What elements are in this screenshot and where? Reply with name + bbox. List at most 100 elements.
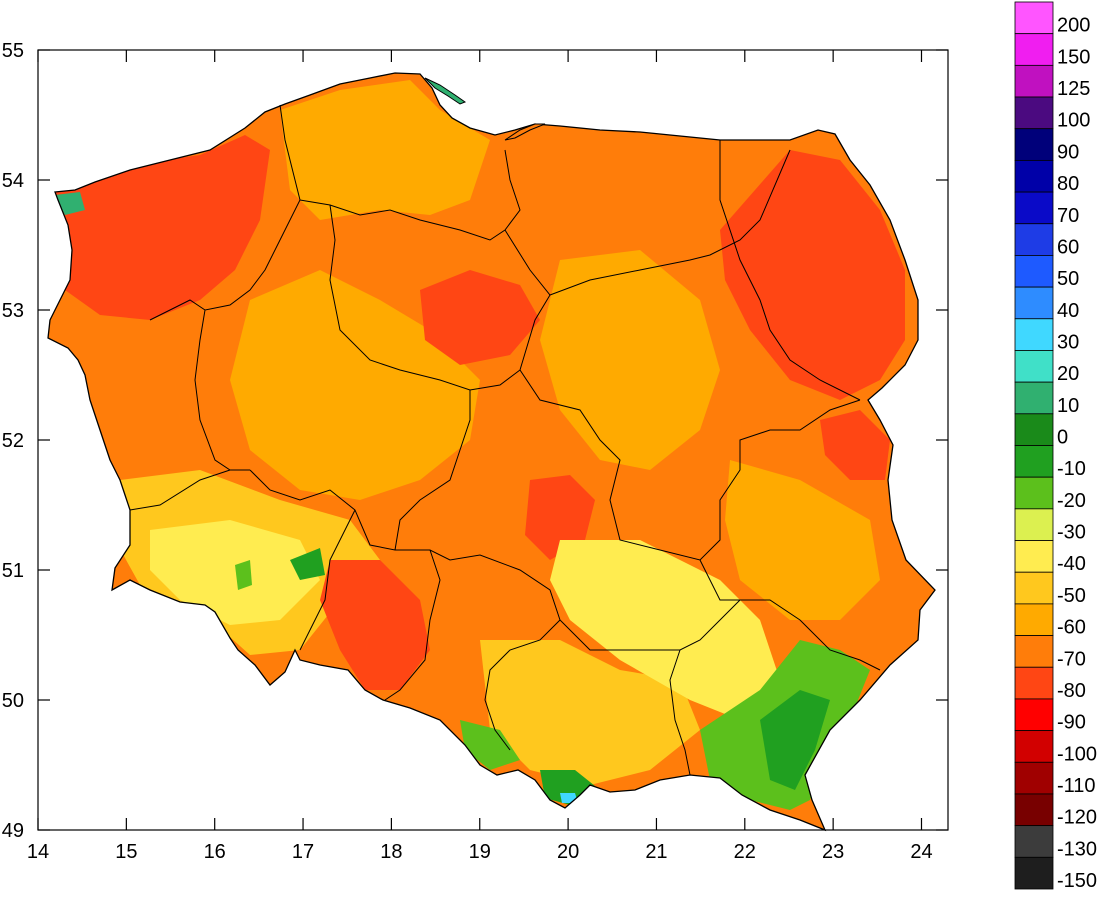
legend-swatch	[1014, 476, 1054, 510]
legend-label: -10	[1057, 458, 1086, 480]
legend-label: -100	[1057, 743, 1097, 765]
field-zone-west-red	[55, 135, 270, 320]
field-zone-southeast-yellow	[550, 540, 780, 720]
field-zone-sudety-green	[235, 560, 252, 590]
y-tick-label: 52	[2, 430, 24, 452]
legend-label: 50	[1057, 268, 1079, 290]
legend-label: -70	[1057, 648, 1086, 670]
vistula-spit	[504, 123, 546, 141]
field-zone-east-orange	[725, 460, 880, 620]
boundary-line	[394, 390, 471, 551]
x-tick-label: 18	[380, 841, 402, 863]
legend-swatch	[1014, 698, 1054, 732]
y-tick-label: 54	[2, 170, 24, 192]
x-tick-label: 21	[645, 841, 667, 863]
legend-swatch	[1014, 255, 1054, 288]
legend-swatch	[1014, 128, 1054, 161]
legend-label: -40	[1057, 553, 1086, 575]
legend-swatch	[1014, 191, 1054, 225]
boundary-line	[719, 140, 861, 401]
field-zone-central	[230, 270, 480, 500]
legend-label: 70	[1057, 205, 1079, 227]
x-tick-label: 22	[734, 841, 756, 863]
field-zone-east-center	[540, 250, 720, 470]
legend-label: -20	[1057, 490, 1086, 512]
field-zone-szczecin-lagoon	[55, 192, 85, 215]
legend-label: -60	[1057, 617, 1086, 639]
legend-label: -90	[1057, 712, 1086, 734]
legend-label: -80	[1057, 680, 1086, 702]
field-zone-kujawy-red	[420, 270, 540, 365]
legend-swatch	[1014, 159, 1054, 193]
field-zone-legnica-green	[290, 548, 325, 580]
x-tick-label: 14	[27, 841, 49, 863]
boundary-line	[384, 549, 441, 701]
legend-label: 100	[1057, 110, 1090, 132]
legend-label: -120	[1057, 807, 1097, 829]
legend-swatch	[1014, 350, 1054, 383]
x-tick-label: 16	[204, 841, 226, 863]
y-tick-label: 51	[2, 560, 24, 582]
x-tick-label: 20	[557, 841, 579, 863]
legend-swatch	[1014, 540, 1054, 573]
legend-label: 10	[1057, 395, 1079, 417]
y-axis-labels: 55 54 53 52 51 50 49	[2, 40, 24, 842]
boundary-line	[299, 509, 356, 651]
legend-label: 30	[1057, 331, 1079, 353]
boundary-line	[504, 149, 791, 296]
boundary-line	[149, 299, 206, 321]
legend-label: 90	[1057, 141, 1079, 163]
legend-label: 200	[1057, 15, 1090, 37]
axis-ticks	[37, 49, 948, 831]
legend-swatch	[1014, 1, 1054, 35]
legend-swatch	[1014, 856, 1054, 890]
field-zone-lesser-poland-yellow	[480, 640, 700, 785]
field-zone-carpathian-darkgreen	[760, 690, 830, 790]
legend-swatch	[1014, 603, 1054, 636]
legend-swatch	[1014, 761, 1054, 795]
field-zone-northeast-red	[720, 150, 905, 400]
legend-label: 20	[1057, 363, 1079, 385]
y-tick-label: 55	[2, 40, 24, 62]
voivodeship-boundaries	[129, 104, 881, 776]
legend-swatch	[1014, 666, 1054, 700]
legend-label: 0	[1057, 427, 1068, 449]
color-legend: 2001501251009080706050403020100-10-20-30…	[1014, 1, 1097, 892]
boundary-line	[129, 469, 231, 511]
legend-label: 60	[1057, 236, 1079, 258]
field-zone-central-north	[280, 80, 490, 220]
legend-label: 125	[1057, 78, 1090, 100]
y-tick-label: 53	[2, 300, 24, 322]
legend-label: 40	[1057, 300, 1079, 322]
legend-swatch	[1014, 571, 1054, 605]
legend-label: -50	[1057, 585, 1086, 607]
legend-swatch	[1014, 445, 1054, 478]
legend-swatch	[1014, 96, 1054, 130]
boundary-line	[329, 204, 551, 391]
legend-swatch	[1014, 64, 1054, 98]
field-zone-east-red	[820, 410, 890, 480]
legend-swatch	[1014, 635, 1054, 668]
legend-swatch	[1014, 223, 1054, 256]
boundary-line	[620, 599, 741, 651]
legend-swatch	[1014, 508, 1054, 541]
x-tick-label: 24	[910, 841, 932, 863]
boundary-line	[194, 104, 301, 471]
x-axis-labels: 14 15 16 17 18 19 20 21 22 23 24	[27, 841, 933, 863]
legend-label: -130	[1057, 838, 1097, 860]
legend-label: -30	[1057, 522, 1086, 544]
legend-swatch	[1014, 730, 1054, 763]
legend-label: 80	[1057, 173, 1079, 195]
x-tick-label: 19	[469, 841, 491, 863]
legend-swatch	[1014, 793, 1054, 827]
legend-swatch	[1014, 286, 1054, 320]
legend-swatch	[1014, 33, 1054, 66]
field-zone-lodz-red	[525, 475, 595, 560]
legend-swatch	[1014, 413, 1054, 446]
legend-label: -110	[1057, 775, 1096, 797]
x-tick-label: 15	[115, 841, 137, 863]
field-zone-south-yellow	[150, 520, 320, 625]
x-tick-label: 17	[292, 841, 314, 863]
boundary-line	[669, 649, 691, 776]
legend-swatch	[1014, 825, 1054, 858]
